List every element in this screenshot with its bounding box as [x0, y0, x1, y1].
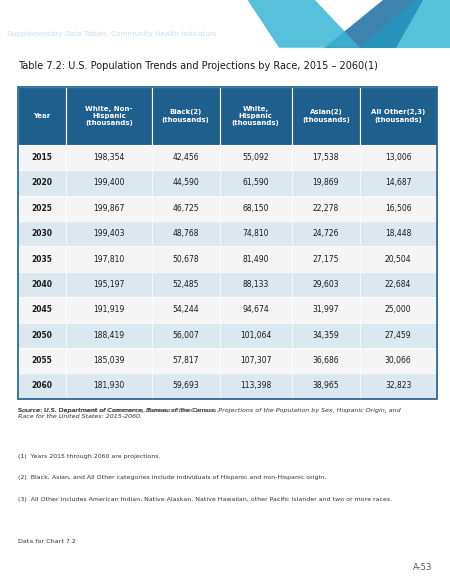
Bar — [152, 348, 220, 373]
Bar — [18, 171, 66, 196]
Bar — [292, 373, 360, 399]
Text: (1)  Years 2015 through 2060 are projections.: (1) Years 2015 through 2060 are projecti… — [18, 454, 161, 459]
Bar — [360, 221, 436, 246]
Bar — [220, 297, 292, 322]
Text: 61,590: 61,590 — [243, 179, 269, 187]
Text: Source: U.S. Department of Commerce, Bureau of the Census.: Source: U.S. Department of Commerce, Bur… — [18, 407, 220, 413]
Text: 50,678: 50,678 — [172, 254, 199, 264]
Text: 34,359: 34,359 — [312, 331, 339, 340]
Bar — [360, 196, 436, 221]
Bar — [360, 171, 436, 196]
Text: 188,419: 188,419 — [93, 331, 125, 340]
Text: Asian(2)
(thousands): Asian(2) (thousands) — [302, 109, 350, 123]
Bar — [66, 171, 152, 196]
Bar — [66, 272, 152, 297]
Bar — [360, 145, 436, 171]
Text: 48,768: 48,768 — [172, 229, 199, 238]
Text: 17,538: 17,538 — [313, 153, 339, 162]
Bar — [18, 297, 66, 322]
Bar — [292, 297, 360, 322]
Text: 30,066: 30,066 — [385, 356, 412, 365]
Text: 29,603: 29,603 — [313, 280, 339, 289]
Bar — [152, 145, 220, 171]
Bar — [152, 272, 220, 297]
Text: 57,817: 57,817 — [172, 356, 199, 365]
Text: 74,810: 74,810 — [243, 229, 269, 238]
Text: 19,869: 19,869 — [313, 179, 339, 187]
Text: 20,504: 20,504 — [385, 254, 411, 264]
Bar — [66, 145, 152, 171]
Text: 88,133: 88,133 — [243, 280, 269, 289]
Bar — [220, 272, 292, 297]
Text: 185,039: 185,039 — [93, 356, 125, 365]
Text: 195,197: 195,197 — [93, 280, 125, 289]
Bar — [220, 145, 292, 171]
Text: White,
Hispanic
(thousands): White, Hispanic (thousands) — [232, 106, 279, 126]
Text: 81,490: 81,490 — [243, 254, 269, 264]
Bar — [152, 87, 220, 145]
Text: 197,810: 197,810 — [93, 254, 125, 264]
Text: 22,278: 22,278 — [313, 204, 339, 213]
Text: 68,150: 68,150 — [243, 204, 269, 213]
Bar — [152, 373, 220, 399]
Text: 59,693: 59,693 — [172, 381, 199, 391]
Text: 2045: 2045 — [32, 306, 53, 314]
Bar — [66, 373, 152, 399]
Text: 2050: 2050 — [32, 331, 53, 340]
Bar — [18, 373, 66, 399]
Text: 52,485: 52,485 — [172, 280, 199, 289]
Bar — [360, 322, 436, 348]
Text: 14,687: 14,687 — [385, 179, 411, 187]
Bar — [66, 297, 152, 322]
Bar — [18, 348, 66, 373]
Text: 22,684: 22,684 — [385, 280, 411, 289]
Text: White, Non-
Hispanic
(thousands): White, Non- Hispanic (thousands) — [85, 106, 133, 126]
Text: 13,006: 13,006 — [385, 153, 411, 162]
Text: 42,456: 42,456 — [172, 153, 199, 162]
Text: 199,403: 199,403 — [93, 229, 125, 238]
Bar — [220, 196, 292, 221]
Text: Black(2)
(thousands): Black(2) (thousands) — [162, 109, 210, 123]
Bar — [152, 246, 220, 272]
Text: 38,965: 38,965 — [313, 381, 339, 391]
Text: 181,930: 181,930 — [93, 381, 125, 391]
Bar — [66, 246, 152, 272]
Bar — [18, 246, 66, 272]
Bar — [18, 145, 66, 171]
Text: Supplementary Data Tables, Community Health Indicators: Supplementary Data Tables, Community Hea… — [7, 31, 216, 37]
Bar — [292, 246, 360, 272]
Bar — [292, 348, 360, 373]
Bar — [360, 348, 436, 373]
Bar — [292, 221, 360, 246]
Text: 27,175: 27,175 — [313, 254, 339, 264]
Polygon shape — [396, 0, 450, 48]
Bar — [360, 272, 436, 297]
Text: 107,307: 107,307 — [240, 356, 271, 365]
Bar — [18, 221, 66, 246]
Text: Data for Chart 7.2: Data for Chart 7.2 — [18, 539, 76, 544]
Text: 2035: 2035 — [32, 254, 53, 264]
Text: 94,674: 94,674 — [243, 306, 269, 314]
Bar — [292, 171, 360, 196]
Bar — [66, 322, 152, 348]
Text: (2)  Black, Asian, and All Other categories include individuals of Hispanic and : (2) Black, Asian, and All Other categori… — [18, 475, 326, 480]
Text: Table 7.2: U.S. Population Trends and Projections by Race, 2015 – 2060(1): Table 7.2: U.S. Population Trends and Pr… — [18, 61, 378, 72]
Bar — [152, 221, 220, 246]
Text: 199,867: 199,867 — [93, 204, 125, 213]
Bar — [66, 196, 152, 221]
Text: TRENDWATCH CHARTBOOK 2016: TRENDWATCH CHARTBOOK 2016 — [7, 10, 160, 20]
Bar — [66, 221, 152, 246]
Text: 2020: 2020 — [32, 179, 53, 187]
Bar — [220, 246, 292, 272]
Text: 2015: 2015 — [32, 153, 53, 162]
Bar — [292, 145, 360, 171]
Text: 2025: 2025 — [32, 204, 53, 213]
Text: 46,725: 46,725 — [172, 204, 199, 213]
Bar — [66, 87, 152, 145]
Polygon shape — [360, 0, 450, 48]
Text: (3)  All Other includes American Indian, Native Alaskan, Native Hawaiian, other : (3) All Other includes American Indian, … — [18, 497, 392, 502]
Bar — [292, 322, 360, 348]
Bar — [292, 196, 360, 221]
Text: 32,823: 32,823 — [385, 381, 411, 391]
Text: 31,997: 31,997 — [313, 306, 339, 314]
